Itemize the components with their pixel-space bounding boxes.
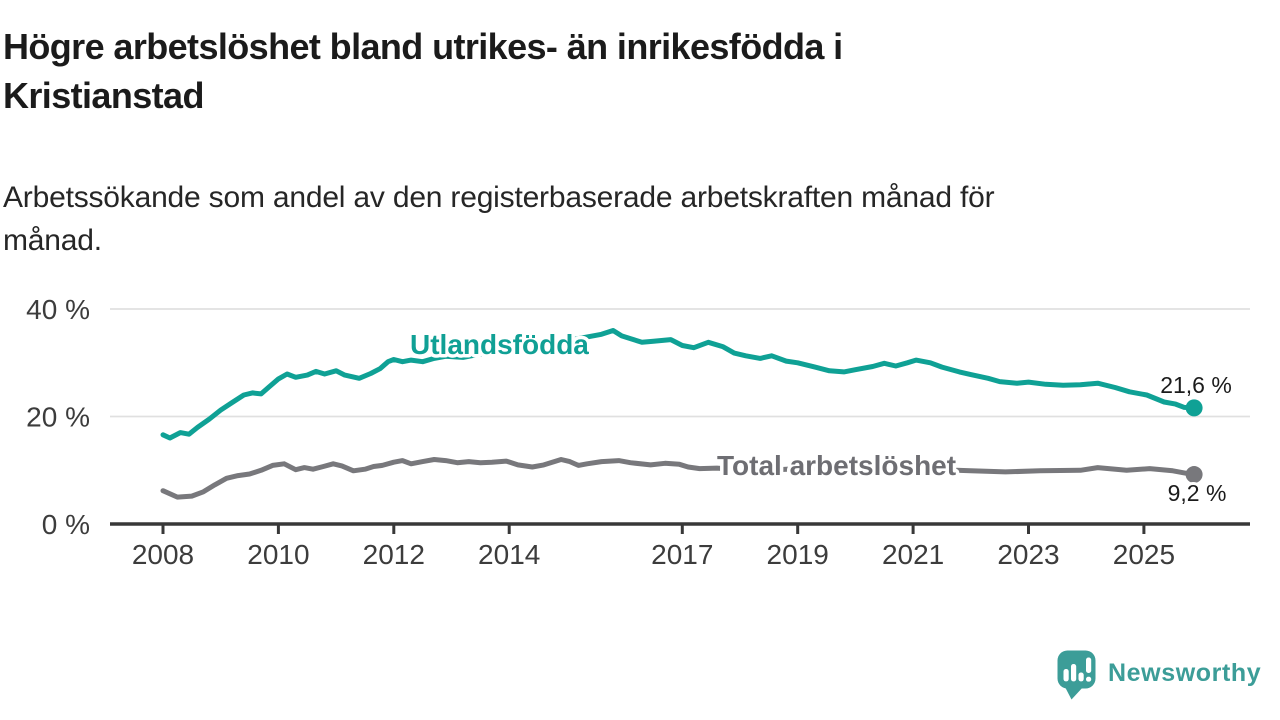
y-axis-tick-label-0: 0 % — [42, 509, 90, 540]
y-axis-tick-label-40: 40 % — [26, 294, 90, 325]
x-axis-tick-label-2019: 2019 — [767, 539, 829, 570]
y-axis-tick-label-20: 20 % — [26, 402, 90, 433]
chart-subtitle: Arbetssökande som andel av den registerb… — [3, 176, 995, 262]
plot-area: 0 % 20 % 40 % 2008 2010 2012 2014 2017 2019 2021 2… — [26, 294, 1250, 570]
x-axis-tick-label-2017: 2017 — [651, 539, 713, 570]
x-axis-tick-label-2023: 2023 — [997, 539, 1059, 570]
subtitle-line2: månad. — [3, 224, 102, 257]
logo-exclamation-icon — [1086, 657, 1092, 673]
title-line2: Kristianstad — [3, 75, 204, 116]
x-axis-tick-label-2025: 2025 — [1113, 539, 1175, 570]
series-line-utlandsfodda — [160, 328, 1197, 441]
newsworthy-logo-text: Newsworthy — [1108, 659, 1261, 687]
logo-speech-bubble-tail — [1064, 686, 1084, 700]
newsworthy-logo-icon — [1057, 650, 1096, 700]
x-axis-tick-label-2010: 2010 — [247, 539, 309, 570]
title-line1: Högre arbetslöshet bland utrikes- än inr… — [3, 26, 843, 67]
page-title: Högre arbetslöshet bland utrikes- än inr… — [3, 22, 843, 120]
x-axis-tick-label-2012: 2012 — [363, 539, 425, 570]
logo-bar-chart-icon — [1071, 664, 1077, 682]
logo-bar-chart-icon — [1063, 669, 1069, 682]
end-value-label-total: 9,2 % — [1168, 480, 1227, 506]
logo-bar-chart-icon — [1078, 672, 1084, 682]
series-end-dot-utlandsfodda — [1185, 399, 1203, 417]
series-label-total-arbetsloshet: Total arbetslöshet — [717, 450, 956, 481]
series-label-utlandsfodda: Utlandsfödda — [410, 329, 589, 360]
end-value-label-utlandsfodda: 21,6 % — [1160, 372, 1232, 398]
x-axis-tick-label-2008: 2008 — [132, 539, 194, 570]
series-line-total-arbetsloshet — [160, 457, 1197, 500]
subtitle-line1: Arbetssökande som andel av den registerb… — [3, 181, 995, 214]
x-axis-tick-label-2021: 2021 — [882, 539, 944, 570]
series-end-dot-total-arbetsloshet — [1185, 466, 1203, 484]
logo-exclamation-icon — [1086, 676, 1092, 682]
newsworthy-logo: Newsworthy — [1057, 650, 1261, 700]
x-axis-tick-label-2014: 2014 — [478, 539, 540, 570]
